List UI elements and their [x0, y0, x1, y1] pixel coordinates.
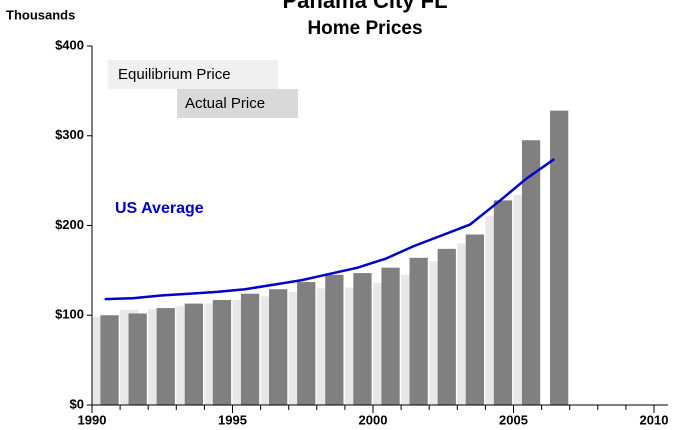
chart-subtitle: Home Prices	[307, 18, 422, 39]
x-tick-label: 1990	[78, 412, 107, 427]
x-tick-label: 2010	[640, 412, 669, 427]
x-tick-label: 1995	[218, 412, 247, 427]
bar	[550, 110, 569, 406]
legend-box	[108, 60, 278, 89]
line	[104, 158, 555, 301]
y-tick-label: $200	[55, 217, 84, 232]
bar	[156, 308, 175, 405]
bar	[325, 274, 344, 405]
bar	[269, 289, 288, 405]
series-label: US Average	[115, 200, 204, 217]
chart-title: Panama City FL	[282, 0, 447, 13]
y-tick-label: $0	[70, 396, 84, 411]
bar	[437, 248, 456, 405]
x-tick-label: 2005	[499, 412, 528, 427]
bar	[212, 299, 232, 405]
legend-label: Equilibrium Price	[118, 66, 231, 83]
bar	[493, 200, 513, 405]
bar	[240, 293, 260, 405]
legend-label: Actual Price	[185, 95, 265, 112]
bar	[381, 267, 400, 405]
bar	[409, 257, 428, 405]
y-tick-label: $400	[55, 37, 84, 52]
legend-box	[177, 89, 298, 118]
x-tick-label: 2000	[359, 412, 388, 427]
bar	[521, 140, 541, 406]
bar	[297, 282, 316, 405]
y-axis-label: Thousands	[6, 7, 75, 22]
bar	[100, 315, 119, 405]
bar	[128, 313, 147, 405]
y-tick-label: $100	[55, 307, 84, 322]
bar	[465, 234, 484, 405]
bar	[353, 273, 372, 405]
bar	[184, 303, 203, 405]
y-tick-label: $300	[55, 127, 84, 142]
